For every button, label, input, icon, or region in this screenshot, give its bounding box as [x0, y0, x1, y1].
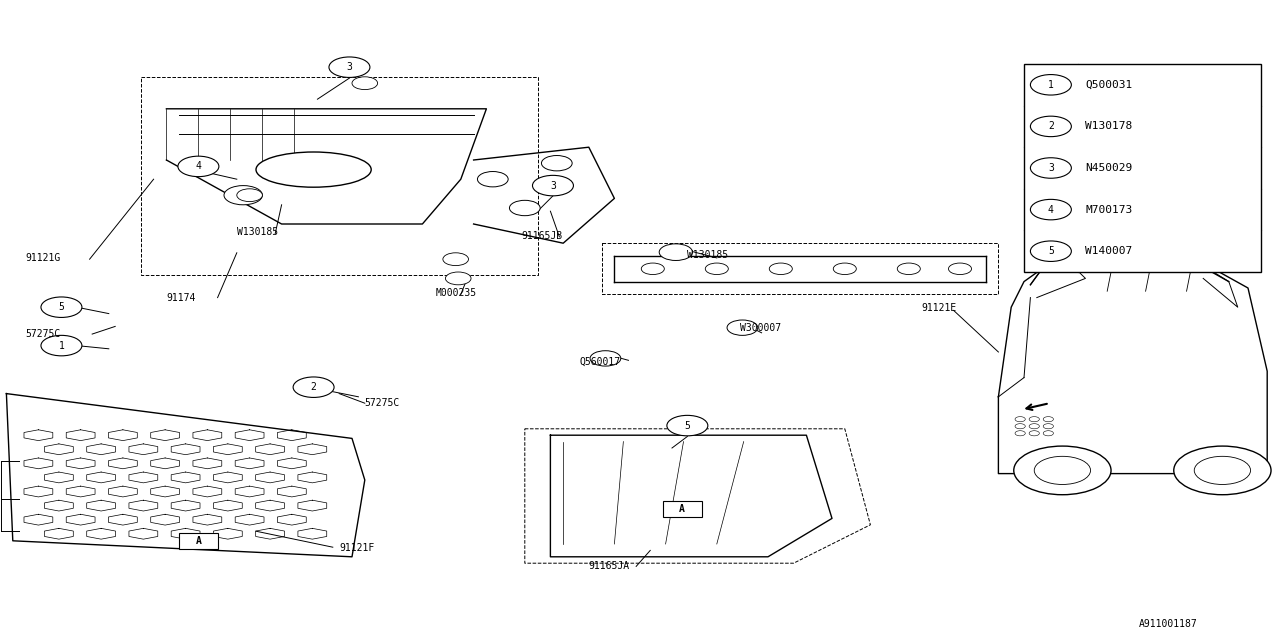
FancyBboxPatch shape — [663, 501, 701, 516]
Circle shape — [237, 189, 262, 202]
Circle shape — [1034, 456, 1091, 484]
Circle shape — [897, 263, 920, 275]
Circle shape — [1014, 446, 1111, 495]
Circle shape — [948, 263, 972, 275]
Text: 1: 1 — [59, 340, 64, 351]
Text: N450029: N450029 — [1085, 163, 1133, 173]
Circle shape — [1030, 200, 1071, 220]
Text: 4: 4 — [1048, 205, 1053, 214]
Circle shape — [769, 263, 792, 275]
Circle shape — [590, 351, 621, 366]
Circle shape — [329, 57, 370, 77]
Circle shape — [541, 156, 572, 171]
Text: W140007: W140007 — [1085, 246, 1133, 256]
Text: W300007: W300007 — [740, 323, 781, 333]
Text: 91121G: 91121G — [26, 253, 61, 263]
Text: W130185: W130185 — [237, 227, 278, 237]
Circle shape — [477, 172, 508, 187]
Circle shape — [1030, 158, 1071, 179]
Circle shape — [833, 263, 856, 275]
Circle shape — [1030, 116, 1071, 137]
Text: 5: 5 — [59, 302, 64, 312]
Text: 1: 1 — [1048, 80, 1053, 90]
Text: 2: 2 — [311, 382, 316, 392]
Text: 5: 5 — [685, 420, 690, 431]
Text: A: A — [680, 504, 685, 514]
Circle shape — [1030, 75, 1071, 95]
Circle shape — [1043, 431, 1053, 436]
Circle shape — [509, 200, 540, 216]
Circle shape — [41, 335, 82, 356]
Circle shape — [1029, 431, 1039, 436]
Text: M000235: M000235 — [435, 288, 476, 298]
Text: 2: 2 — [1048, 122, 1053, 131]
Text: A911001187: A911001187 — [1139, 619, 1198, 629]
Circle shape — [667, 415, 708, 436]
Text: 91121F: 91121F — [339, 543, 375, 554]
Text: 91165JA: 91165JA — [589, 561, 630, 572]
Text: 91121E: 91121E — [922, 303, 957, 314]
Circle shape — [1015, 417, 1025, 422]
Circle shape — [1029, 417, 1039, 422]
Bar — [1024, 64, 1261, 272]
Circle shape — [41, 297, 82, 317]
Text: W130178: W130178 — [1085, 122, 1133, 131]
Circle shape — [659, 244, 692, 260]
Circle shape — [352, 77, 378, 90]
Text: 3: 3 — [550, 180, 556, 191]
Text: 57275C: 57275C — [26, 329, 61, 339]
Text: 4: 4 — [196, 161, 201, 172]
Circle shape — [293, 377, 334, 397]
Circle shape — [443, 253, 468, 266]
Circle shape — [1015, 431, 1025, 436]
Circle shape — [1015, 424, 1025, 429]
Text: 3: 3 — [1048, 163, 1053, 173]
Text: W130185: W130185 — [687, 250, 728, 260]
Circle shape — [1029, 424, 1039, 429]
Circle shape — [641, 263, 664, 275]
Text: Q560017: Q560017 — [580, 356, 621, 367]
Circle shape — [532, 175, 573, 196]
Circle shape — [1043, 417, 1053, 422]
FancyBboxPatch shape — [179, 533, 218, 548]
Ellipse shape — [256, 152, 371, 188]
Circle shape — [1030, 241, 1071, 262]
Text: 3: 3 — [347, 62, 352, 72]
Text: 91174: 91174 — [166, 292, 196, 303]
Circle shape — [445, 272, 471, 285]
Circle shape — [224, 186, 262, 205]
Text: A: A — [196, 536, 201, 546]
Circle shape — [1174, 446, 1271, 495]
Text: 57275C: 57275C — [365, 398, 401, 408]
Circle shape — [1043, 424, 1053, 429]
Circle shape — [727, 320, 758, 335]
Text: M700173: M700173 — [1085, 205, 1133, 214]
Circle shape — [178, 156, 219, 177]
Text: 91165JB: 91165JB — [521, 230, 562, 241]
Circle shape — [705, 263, 728, 275]
Text: 5: 5 — [1048, 246, 1053, 256]
Circle shape — [1194, 456, 1251, 484]
Text: Q500031: Q500031 — [1085, 80, 1133, 90]
